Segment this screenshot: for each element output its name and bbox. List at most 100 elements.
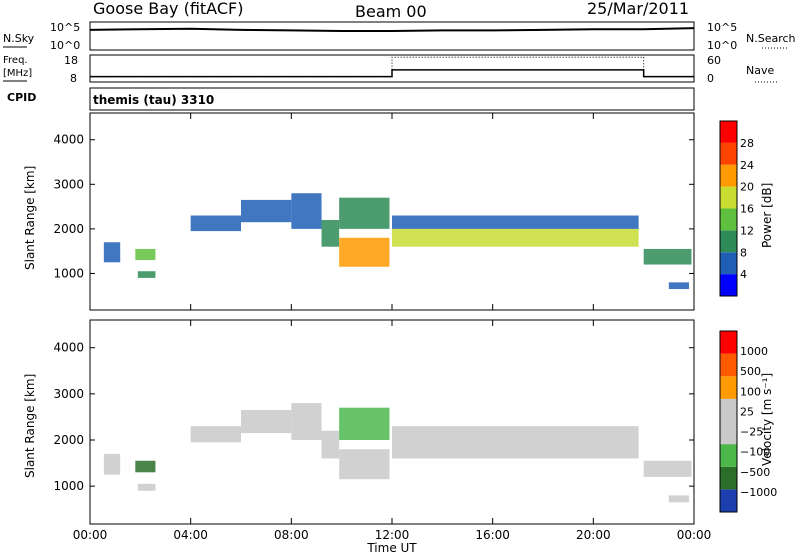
power-colorbar-frame	[719, 120, 738, 297]
velocity-echo-region	[103, 453, 121, 475]
power-echo-region	[392, 215, 639, 229]
velocity-colorbar-swatch	[720, 376, 737, 399]
power-ytick-label: 4000	[53, 133, 84, 147]
power-echo-region	[291, 193, 322, 229]
velocity-echo-region	[135, 460, 156, 473]
power-colorbar: 28 24 20 16 12 8 4	[719, 120, 754, 297]
cpid-label: CPID	[7, 91, 36, 104]
velocity-colorbar-swatch	[720, 444, 737, 467]
velocity-echoes	[103, 403, 692, 503]
velocity-ylabel: Slant Range [km]	[23, 374, 37, 478]
xaxis-label: Time UT	[366, 541, 417, 554]
velocity-colorbar-swatch	[720, 353, 737, 377]
nsearch-label: N.Search	[746, 32, 796, 45]
power-echo-region	[668, 282, 689, 290]
nsky-series-line	[89, 27, 695, 32]
velocity-colorbar-swatch	[720, 489, 737, 512]
cpid-panel-frame	[89, 87, 695, 111]
power-panel-frame	[89, 112, 695, 311]
power-ylabel: Slant Range [km]	[23, 166, 37, 270]
nave-tick-top: 60	[707, 54, 721, 67]
velocity-xtick-label: 08:00	[274, 528, 309, 542]
velocity-ytick-label: 1000	[53, 479, 84, 493]
velocity-xtick-label: 00:00	[73, 528, 108, 542]
nsky-label: N.Sky	[3, 32, 35, 45]
power-ytick-label: 2000	[53, 222, 84, 236]
power-yticks: 4000 3000 2000 1000	[53, 133, 694, 280]
velocity-echo-region	[291, 403, 322, 440]
noise-tick-bottom-right: 10^0	[707, 39, 737, 52]
power-echo-region	[135, 248, 156, 261]
power-colorbar-tick: 16	[740, 203, 754, 216]
power-echo-region	[137, 271, 156, 278]
power-colorbar-swatch	[720, 121, 737, 143]
power-colorbar-swatch	[720, 208, 737, 231]
noise-panel-frame	[89, 21, 695, 51]
velocity-ytick-label: 3000	[53, 387, 84, 401]
power-colorbar-swatch	[720, 252, 737, 275]
beam-title: Beam 00	[355, 2, 427, 21]
freq-panel: Freq. [MHz] 18 8 60 0 Nave	[3, 54, 778, 85]
velocity-xtick-label: 16:00	[475, 528, 510, 542]
velocity-xticks: 00:00 04:00 08:00 12:00 16:00 20:00 00:00	[73, 320, 711, 542]
velocity-colorbar-tick: −1000	[740, 486, 777, 499]
velocity-colorbar-tick: −500	[740, 466, 770, 479]
velocity-ytick-label: 4000	[53, 341, 84, 355]
power-echo-region	[339, 237, 390, 267]
power-colorbar-swatch	[720, 274, 737, 296]
noise-panel: N.Sky 10^5 10^0 10^5 10^0 N.Search	[3, 21, 796, 52]
freq-unit: [MHz]	[3, 68, 32, 79]
power-ytick-label: 1000	[53, 266, 84, 280]
velocity-xtick-label: 12:00	[375, 528, 410, 542]
velocity-xtick-label: 20:00	[576, 528, 611, 542]
velocity-colorbar-tick: −25	[740, 426, 763, 439]
freq-label: Freq.	[3, 55, 28, 66]
velocity-echo-region	[643, 460, 692, 477]
freq-tick-bottom: 8	[70, 72, 77, 85]
power-echo-region	[190, 215, 241, 232]
power-panel: 4000 3000 2000 1000 Slant Range [km] 28 24 20…	[23, 112, 774, 311]
velocity-echo-region	[241, 410, 292, 434]
velocity-panel-frame	[89, 319, 695, 525]
velocity-colorbar-label: Velocity [m s⁻¹]	[760, 373, 774, 466]
power-echo-region	[643, 248, 692, 265]
power-echo-region	[321, 219, 340, 247]
power-colorbar-swatch	[720, 164, 737, 187]
power-ytick-label: 3000	[53, 177, 84, 191]
nave-label: Nave	[746, 64, 774, 77]
power-echo-region	[392, 228, 639, 247]
velocity-colorbar: 1000 500 100 25 −25 −100 −500 −1000	[719, 330, 777, 513]
power-echo-region	[339, 197, 390, 229]
noise-tick-bottom: 10^0	[50, 39, 80, 52]
velocity-colorbar-tick: 100	[740, 385, 761, 398]
power-colorbar-swatch	[720, 186, 737, 209]
velocity-echo-region	[392, 426, 639, 440]
date-title: 25/Mar/2011	[587, 0, 689, 18]
power-echo-region	[241, 199, 292, 223]
velocity-echo-region	[321, 430, 340, 459]
freq-panel-frame	[89, 54, 695, 83]
velocity-colorbar-swatch	[720, 331, 737, 354]
velocity-colorbar-swatch	[720, 398, 737, 422]
velocity-echo-region	[190, 426, 241, 443]
velocity-ytick-label: 2000	[53, 433, 84, 447]
cpid-value: themis (tau) 3310	[93, 93, 214, 107]
velocity-echo-region	[339, 407, 390, 440]
velocity-yticks: 4000 3000 2000 1000	[53, 341, 694, 493]
velocity-echo-region	[668, 495, 689, 503]
power-colorbar-swatch	[720, 142, 737, 165]
velocity-colorbar-tick: 500	[740, 365, 761, 378]
power-colorbar-tick: 28	[740, 137, 754, 150]
power-xticks	[89, 113, 695, 310]
velocity-colorbar-tick: −100	[740, 446, 770, 459]
freq-plot	[90, 56, 694, 78]
velocity-panel: 4000 3000 2000 1000 00:00 04:00 08:00 12:00 16:…	[23, 319, 777, 554]
nave-series-line	[90, 56, 694, 78]
power-colorbar-tick: 8	[740, 246, 747, 259]
power-echoes	[103, 193, 692, 290]
velocity-echo-region	[137, 483, 156, 491]
station-title: Goose Bay (fitACF)	[93, 0, 243, 18]
freq-tick-top: 18	[64, 54, 78, 67]
power-colorbar-swatch	[720, 230, 737, 253]
